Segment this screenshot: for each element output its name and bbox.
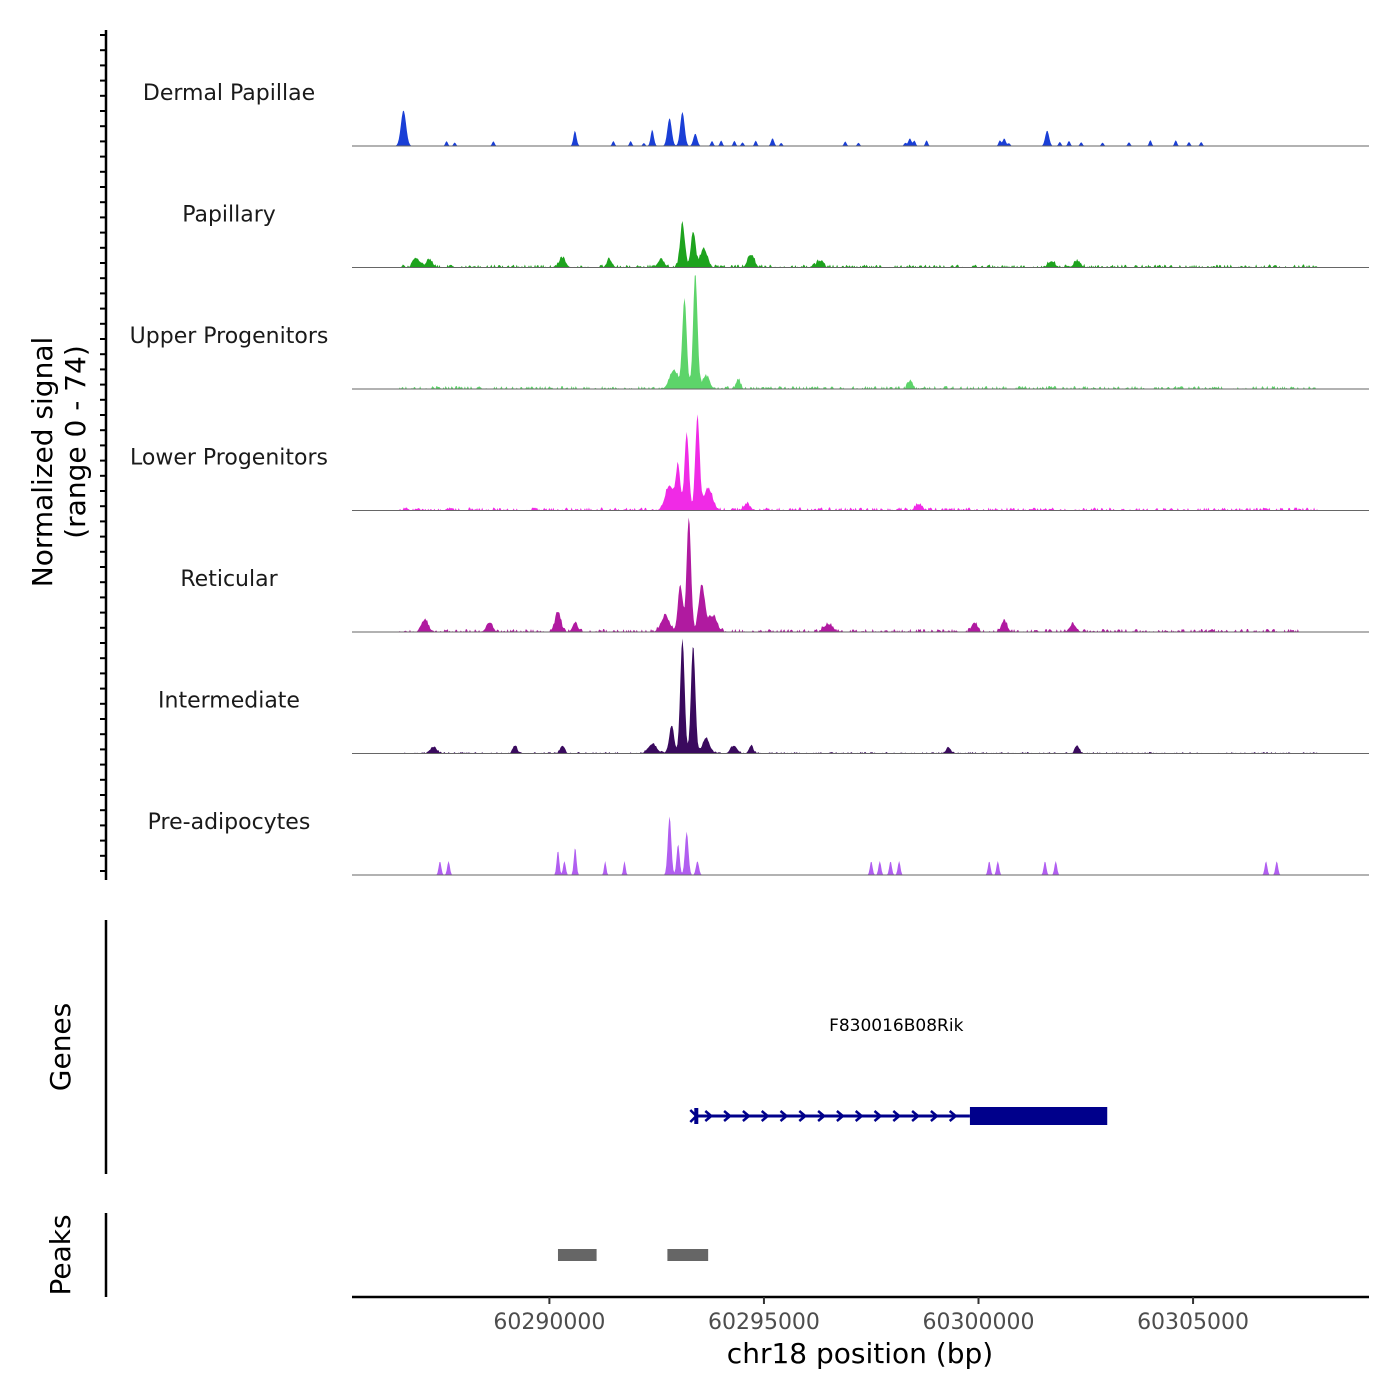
strand-arrow — [760, 1110, 770, 1122]
track-label: Pre-adipocytes — [148, 810, 311, 835]
x-tick-label: 60305000 — [1137, 1310, 1249, 1335]
strand-arrow — [817, 1110, 827, 1122]
track-label: Intermediate — [158, 689, 300, 714]
strand-arrow — [704, 1110, 714, 1122]
strand-arrow — [742, 1110, 751, 1122]
coverage-area — [352, 517, 1369, 632]
gene-name-label: F830016B08Rik — [829, 1016, 964, 1036]
y-axis-title: Normalized signal — [26, 337, 59, 588]
coverage-area — [352, 221, 1369, 268]
genes-track-title: Genes — [44, 1003, 77, 1091]
track-label: Lower Progenitors — [130, 446, 328, 471]
x-tick-label: 60290000 — [493, 1310, 605, 1335]
track-label: Upper Progenitors — [130, 324, 329, 349]
strand-arrow — [836, 1110, 845, 1122]
peaks-track — [557, 1249, 709, 1261]
track-papillary: Papillary — [182, 203, 1369, 268]
track-lower-progenitors: Lower Progenitors — [130, 414, 1369, 511]
track-upper-progenitors: Upper Progenitors — [130, 275, 1369, 390]
track-intermediate: Intermediate — [158, 638, 1369, 754]
strand-arrow — [948, 1110, 958, 1122]
track-label: Papillary — [182, 203, 276, 228]
gene-model: F830016B08Rik — [689, 1016, 1108, 1125]
x-axis-title: chr18 position (bp) — [727, 1337, 993, 1370]
strand-arrow — [911, 1110, 921, 1122]
strand-arrow — [723, 1110, 733, 1122]
peaks-track-title: Peaks — [44, 1214, 77, 1295]
y-axis-subtitle: (range 0 - 74) — [59, 345, 92, 539]
gene-exon-block — [969, 1107, 1108, 1125]
strand-arrow — [854, 1110, 864, 1122]
strand-arrow — [779, 1110, 789, 1122]
x-tick-label: 60300000 — [923, 1310, 1035, 1335]
coverage-area — [352, 816, 1369, 875]
x-axis-ticks: 60290000 60295000 60300000 60305000 — [493, 1297, 1249, 1335]
track-label: Reticular — [180, 567, 278, 592]
genes-track: F830016B08Rik — [689, 1016, 1108, 1125]
strand-arrow — [689, 1109, 699, 1123]
coverage-area — [352, 414, 1369, 511]
coverage-tracks: Dermal Papillae Papillary Upper Progenitor… — [130, 81, 1369, 876]
x-tick-label: 60295000 — [708, 1310, 820, 1335]
strand-arrow — [892, 1110, 902, 1122]
track-dermal-papillae: Dermal Papillae — [143, 81, 1369, 147]
peak-region — [557, 1249, 597, 1261]
coverage-area — [352, 638, 1369, 754]
strand-arrow — [930, 1110, 939, 1122]
track-reticular: Reticular — [180, 517, 1369, 633]
peak-region — [667, 1249, 709, 1261]
coverage-area — [352, 275, 1369, 389]
coverage-area — [352, 110, 1369, 146]
track-pre-adipocytes: Pre-adipocytes — [148, 810, 1369, 876]
strand-arrow — [873, 1110, 883, 1122]
strand-arrow — [798, 1110, 808, 1122]
coverage-y-axis-ticks — [100, 34, 106, 872]
track-label: Dermal Papillae — [143, 81, 315, 106]
